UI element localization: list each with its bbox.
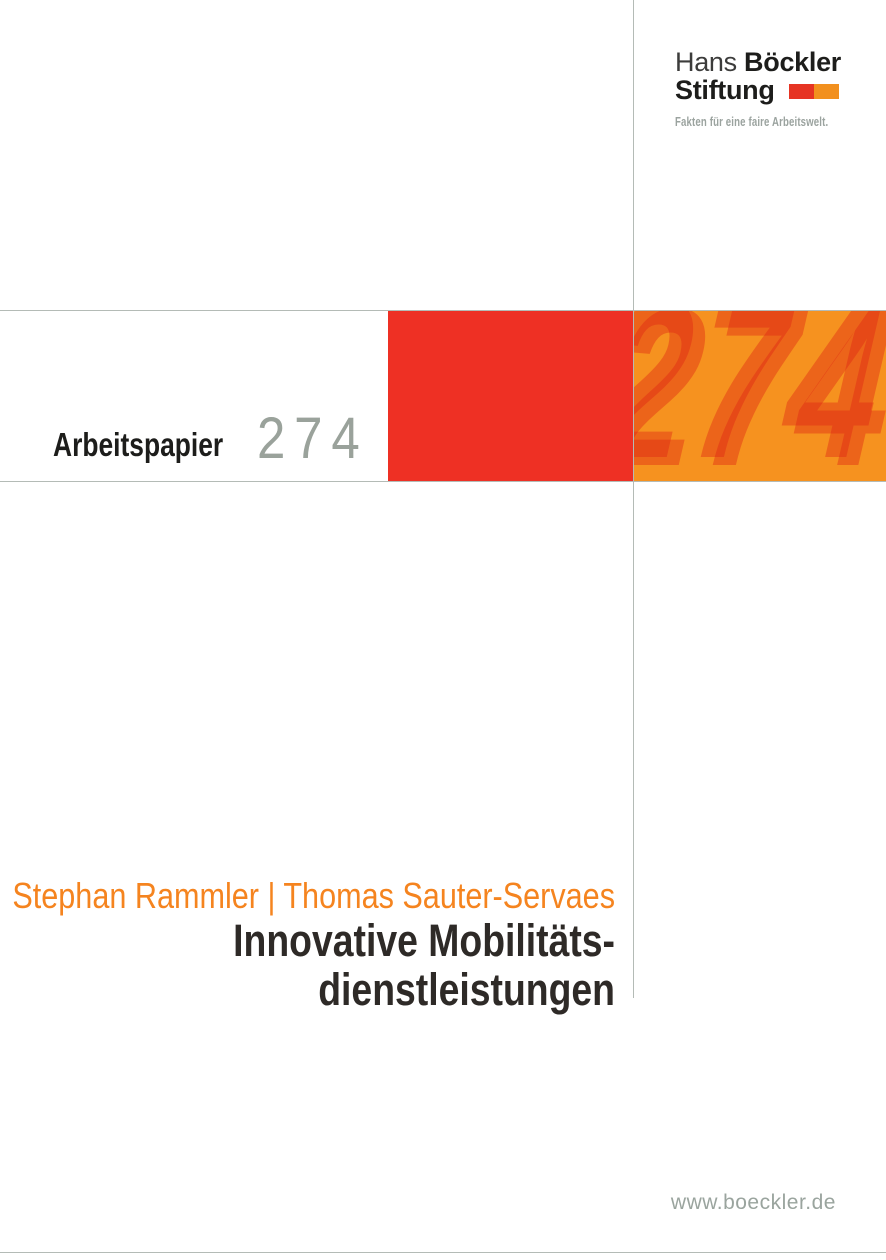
website-url: www.boeckler.de: [670, 1191, 836, 1214]
logo-text-hans: Hans: [675, 47, 737, 77]
issue-number: 274: [257, 406, 369, 471]
logo-red-square-icon: [788, 84, 814, 99]
logo-line2: Stiftung: [675, 76, 882, 104]
number-band: 274 274 Arbeitspapier 274: [0, 310, 886, 482]
series-label: Arbeitspapier: [53, 426, 224, 463]
band-top-rule: [0, 310, 886, 311]
page-title: Innovative Mobilitäts-dienstleistungen: [0, 916, 615, 1014]
authors-line: Stephan Rammler | Thomas Sauter-Servaes: [12, 875, 615, 916]
logo-text-boeckler: Böckler: [744, 47, 841, 77]
title-line2: dienstleistungen: [318, 964, 615, 1015]
logo-orange-square-icon: [813, 84, 839, 99]
red-block: [388, 311, 633, 481]
hans-boeckler-stiftung-logo: Hans Böckler Stiftung Fakten für eine fa…: [675, 48, 882, 129]
logo-line1: Hans Böckler: [675, 48, 882, 76]
logo-tagline: Fakten für eine faire Arbeitswelt.: [675, 114, 829, 129]
title-block: Stephan Rammler | Thomas Sauter-Servaes …: [0, 875, 615, 1015]
band-bottom-rule: [0, 481, 886, 482]
watermark-number: 274: [633, 311, 886, 481]
vertical-divider-line: [633, 0, 634, 998]
orange-block: 274 274: [633, 311, 886, 481]
bottom-rule: [0, 1252, 886, 1253]
title-line1: Innovative Mobilitäts-: [233, 915, 615, 966]
logo-text-stiftung: Stiftung: [675, 75, 775, 105]
